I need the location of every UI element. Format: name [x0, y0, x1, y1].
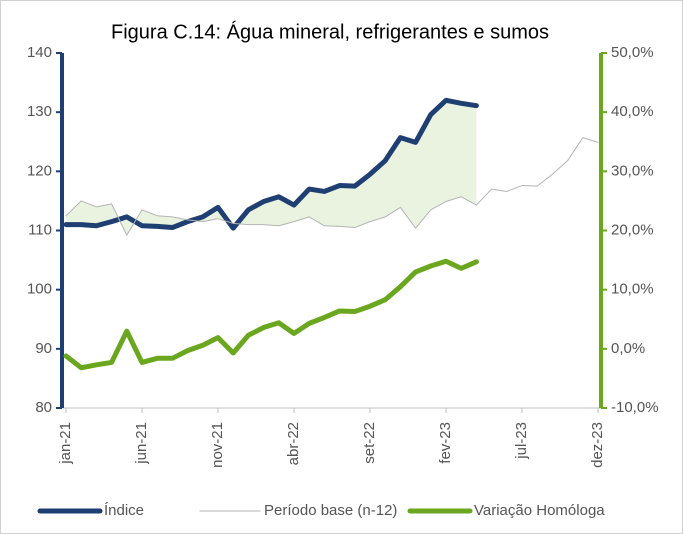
legend-item: Variação Homóloga	[407, 502, 605, 519]
y-tick-label: 110	[28, 221, 52, 238]
y-tick-label: 100	[27, 281, 52, 298]
x-tick-label: dez-23	[589, 422, 606, 468]
x-tick-label: jun-21	[133, 422, 150, 465]
y-tick-label: 140	[27, 44, 52, 61]
legend-label: Índice	[104, 502, 144, 519]
x-tick-label: jul-23	[513, 422, 530, 460]
x-tick-label: nov-21	[209, 422, 226, 468]
y2-tick-label: 10,0%	[611, 281, 654, 298]
y-tick-label: 90	[35, 340, 52, 357]
series-line	[63, 97, 479, 231]
y2-tick-label: 0,0%	[611, 340, 645, 357]
y2-tick-label: 40,0%	[611, 103, 654, 120]
legend-label: Período base (n-12)	[264, 502, 397, 519]
y2-tick-label: -10,0%	[611, 399, 659, 416]
y-tick-label: 80	[35, 399, 52, 416]
x-tick-label: abr-22	[285, 422, 302, 465]
difference-area	[66, 100, 477, 236]
y2-tick-label: 50,0%	[611, 44, 654, 61]
y-tick-label: 130	[27, 103, 52, 120]
legend-item: Índice	[37, 502, 144, 519]
x-tick-label: jan-21	[57, 422, 74, 465]
y2-tick-label: 30,0%	[611, 162, 654, 179]
legend-label: Variação Homóloga	[474, 502, 605, 519]
x-tick-label: set-22	[361, 422, 378, 464]
series-line	[63, 258, 479, 371]
y2-tick-label: 20,0%	[611, 221, 654, 238]
chart-title: Figura C.14: Água mineral, refrigerantes…	[111, 20, 549, 43]
legend-item: Período base (n-12)	[199, 502, 397, 519]
y-tick-label: 120	[27, 162, 52, 179]
x-tick-label: fev-23	[437, 422, 454, 464]
series-line	[65, 137, 599, 236]
